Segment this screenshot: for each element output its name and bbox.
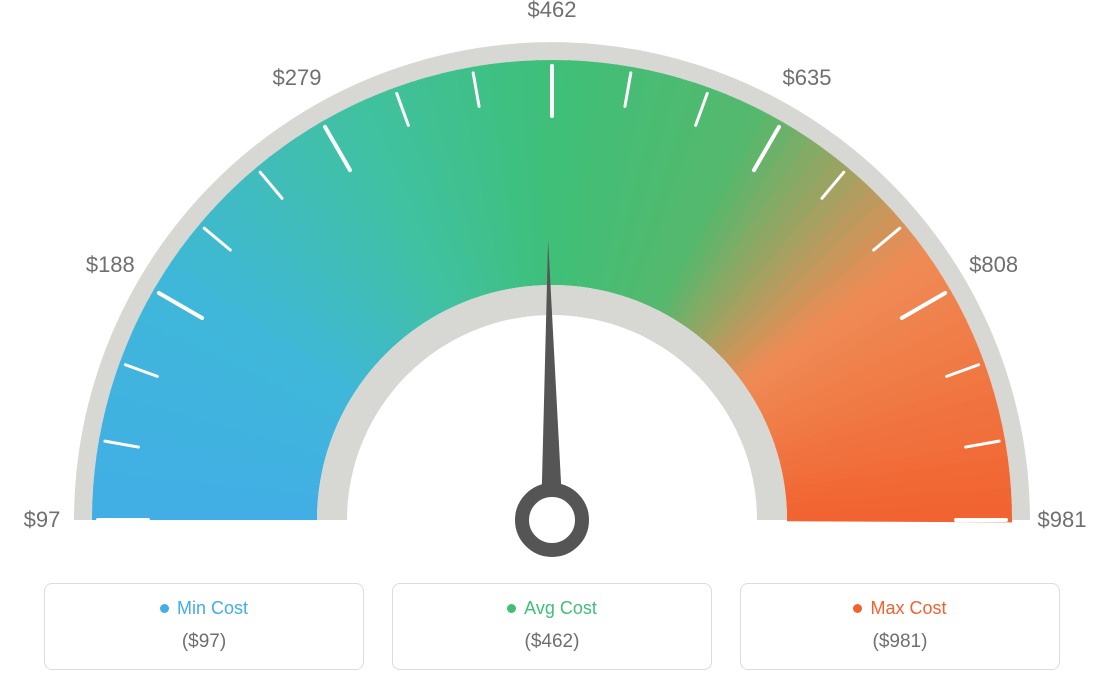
gauge-tick-label: $981	[1038, 507, 1087, 533]
gauge-tick-label: $188	[86, 252, 135, 278]
legend-min-label: Min Cost	[177, 598, 248, 619]
dot-icon	[507, 604, 516, 613]
legend-row: Min Cost ($97) Avg Cost ($462) Max Cost …	[0, 583, 1104, 670]
dot-icon	[160, 604, 169, 613]
legend-min-value: ($97)	[55, 631, 353, 653]
dot-icon	[853, 604, 862, 613]
legend-max-label: Max Cost	[870, 598, 946, 619]
legend-avg-label: Avg Cost	[524, 598, 597, 619]
legend-max-title: Max Cost	[853, 598, 946, 619]
gauge-tick-label: $279	[273, 65, 322, 91]
gauge-tick-label: $462	[528, 0, 577, 23]
legend-avg-title: Avg Cost	[507, 598, 597, 619]
gauge-tick-label: $635	[783, 65, 832, 91]
cost-gauge: $97 $188 $279 $462 $635 $808 $981	[0, 0, 1104, 560]
legend-max-box: Max Cost ($981)	[740, 583, 1060, 670]
gauge-tick-label: $97	[24, 507, 61, 533]
legend-min-title: Min Cost	[160, 598, 248, 619]
legend-avg-box: Avg Cost ($462)	[392, 583, 712, 670]
gauge-svg	[0, 0, 1104, 560]
legend-min-box: Min Cost ($97)	[44, 583, 364, 670]
gauge-tick-label: $808	[969, 252, 1018, 278]
legend-avg-value: ($462)	[403, 631, 701, 653]
legend-max-value: ($981)	[751, 631, 1049, 653]
